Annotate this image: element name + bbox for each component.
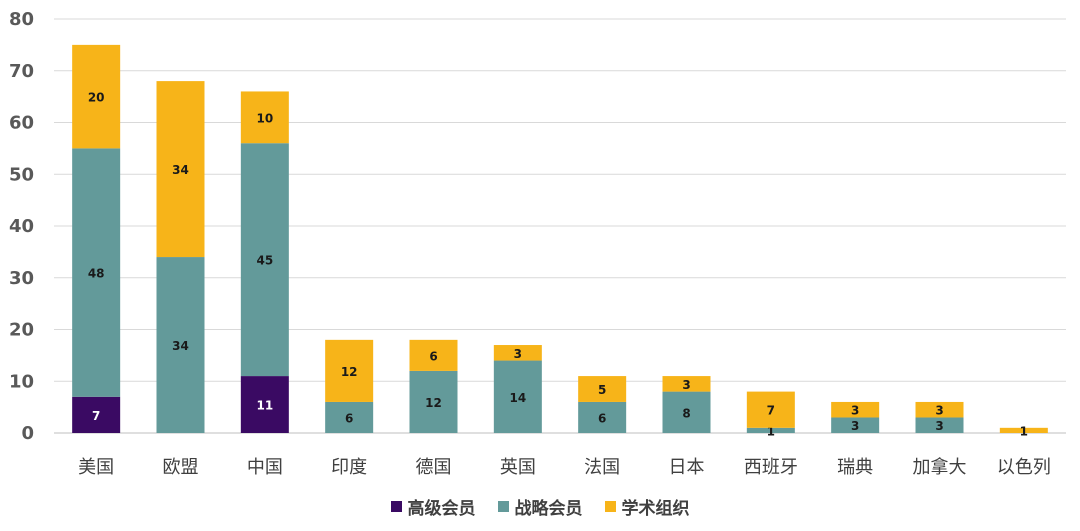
data-label: 14 xyxy=(509,391,526,405)
data-label: 12 xyxy=(425,396,442,410)
bar-segment xyxy=(578,376,627,402)
bar-segment xyxy=(662,376,711,392)
y-tick-label: 0 xyxy=(21,423,34,444)
bar-segment xyxy=(409,370,458,433)
legend-item-academic: 学术组织 xyxy=(604,494,690,519)
x-tick-label: 法国 xyxy=(584,457,620,478)
y-tick-label: 10 xyxy=(9,371,34,392)
stacked-bar-chart: 0102030405060708074820美国3434欧盟114510中国61… xyxy=(9,9,1066,478)
data-label: 7 xyxy=(92,409,100,423)
x-tick-label: 欧盟 xyxy=(163,457,199,478)
data-label: 1 xyxy=(767,424,775,438)
data-label: 7 xyxy=(767,404,775,418)
data-label: 3 xyxy=(851,404,859,418)
bar-segment xyxy=(915,417,964,433)
x-tick-label: 英国 xyxy=(500,457,536,478)
x-tick-label: 以色列 xyxy=(997,457,1051,478)
data-label: 5 xyxy=(598,383,606,397)
bar-segment xyxy=(72,44,121,149)
bar-segment xyxy=(999,427,1048,433)
x-tick-label: 中国 xyxy=(247,457,283,478)
y-tick-label: 70 xyxy=(9,61,34,82)
bar-segment xyxy=(915,401,964,418)
bar-segment xyxy=(240,91,289,144)
legend-label-academic: 学术组织 xyxy=(621,499,690,519)
data-label: 3 xyxy=(682,378,690,392)
legend-item-strategic: 战略会员 xyxy=(497,494,583,519)
chart-legend: 高级会员 战略会员 学术组织 xyxy=(0,494,1080,519)
bar-segment xyxy=(831,417,880,433)
data-label: 3 xyxy=(514,347,522,361)
data-label: 3 xyxy=(935,419,943,433)
legend-swatch-premium xyxy=(390,501,402,512)
data-label: 20 xyxy=(88,91,105,105)
data-label: 6 xyxy=(345,411,353,425)
y-tick-label: 20 xyxy=(9,320,34,341)
x-tick-label: 印度 xyxy=(331,457,367,478)
bar-segment xyxy=(746,427,795,433)
data-label: 34 xyxy=(172,163,189,177)
x-tick-label: 德国 xyxy=(416,457,452,478)
y-tick-label: 50 xyxy=(9,164,34,185)
data-label: 8 xyxy=(682,406,690,420)
bar-segment xyxy=(662,391,711,433)
data-label: 6 xyxy=(429,349,437,363)
x-tick-label: 西班牙 xyxy=(744,457,798,478)
bar-segment xyxy=(156,257,205,433)
bar-segment xyxy=(493,345,542,361)
y-tick-label: 40 xyxy=(9,216,34,237)
legend-label-premium: 高级会员 xyxy=(407,499,476,519)
data-label: 11 xyxy=(256,399,273,413)
data-label: 34 xyxy=(172,339,189,353)
data-label: 48 xyxy=(88,267,105,281)
bar-segment xyxy=(746,391,795,428)
x-tick-label: 日本 xyxy=(669,457,705,478)
data-label: 3 xyxy=(935,404,943,418)
y-tick-label: 60 xyxy=(9,113,34,134)
data-label: 10 xyxy=(256,111,273,125)
data-label: 12 xyxy=(341,365,358,379)
legend-swatch-academic xyxy=(604,501,616,512)
legend-item-premium: 高级会员 xyxy=(390,494,476,519)
bar-segment xyxy=(72,396,121,433)
data-label: 1 xyxy=(1020,424,1028,438)
bar-segment xyxy=(578,401,627,433)
x-tick-label: 美国 xyxy=(78,457,114,478)
bar-segment xyxy=(409,339,458,371)
bar-segment xyxy=(325,339,374,402)
x-tick-label: 加拿大 xyxy=(913,456,967,478)
bar-segment xyxy=(72,148,121,397)
bar-segment xyxy=(325,401,374,433)
y-tick-label: 30 xyxy=(9,268,34,289)
bar-segment xyxy=(240,376,289,433)
bar-segment xyxy=(240,143,289,377)
bar-segment xyxy=(156,81,205,258)
legend-swatch-strategic xyxy=(497,501,509,512)
data-label: 45 xyxy=(256,254,273,268)
x-tick-label: 瑞典 xyxy=(837,457,873,478)
data-label: 3 xyxy=(851,419,859,433)
data-label: 6 xyxy=(598,411,606,425)
bar-segment xyxy=(493,360,542,433)
y-tick-label: 80 xyxy=(9,9,34,30)
bar-segment xyxy=(831,401,880,418)
legend-label-strategic: 战略会员 xyxy=(514,499,583,519)
